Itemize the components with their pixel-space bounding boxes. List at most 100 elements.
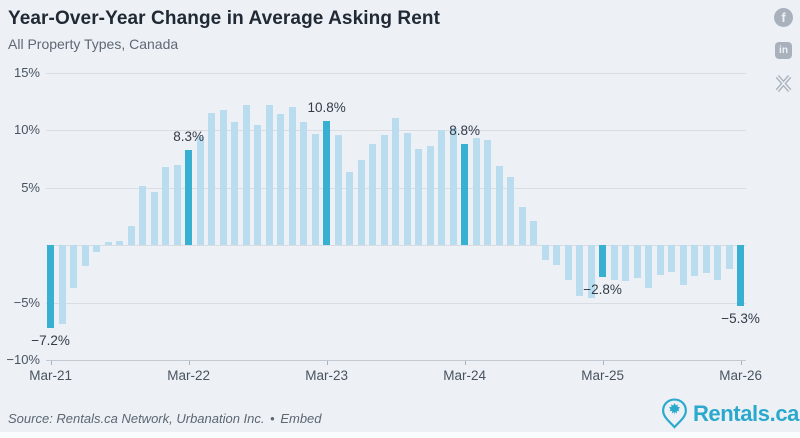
bar-Mar-22[interactable] [185,149,193,246]
bar-Dec-22[interactable] [288,107,296,246]
facebook-glyph: f [781,10,786,25]
bar-Feb-24[interactable] [449,128,457,246]
bar-May-24[interactable] [484,139,492,246]
gridline--10 [46,360,746,361]
bar-Dec-21[interactable] [150,192,158,246]
bar-May-22[interactable] [208,113,216,246]
embed-link[interactable]: Embed [280,411,322,426]
bar-Jun-25[interactable] [633,245,641,279]
bar-Oct-21[interactable] [127,225,135,246]
bar-Sep-21[interactable] [116,240,124,246]
bar-Sep-23[interactable] [392,117,400,246]
bar-Dec-25[interactable] [702,245,710,273]
bar-Nov-23[interactable] [415,148,423,246]
bar-Aug-21[interactable] [104,241,112,246]
bar-Apr-22[interactable] [196,137,204,246]
x-tick-Mar-22 [188,361,190,365]
bar-Jan-22[interactable] [162,167,170,246]
y-axis-label--10: −10% [6,352,40,367]
bar-Jan-24[interactable] [438,130,446,246]
bar-Oct-22[interactable] [265,105,273,246]
x-logo-glyph [775,74,792,93]
bar-Nov-21[interactable] [139,185,147,246]
x-axis-label-Mar-25: Mar-25 [581,368,624,383]
bar-May-23[interactable] [346,171,354,246]
annotation-Mar-24: 8.8% [449,123,480,139]
bar-Jun-23[interactable] [357,160,365,246]
page-title: Year-Over-Year Change in Average Asking … [8,8,441,29]
x-tick-Mar-26 [740,361,742,365]
annotation-Mar-23: 10.8% [307,100,346,116]
bar-Apr-24[interactable] [472,138,480,246]
y-axis-label--5: −5% [13,294,40,310]
bar-Oct-24[interactable] [541,245,549,261]
rentals-ca-logo[interactable]: Rentals.ca [661,398,799,429]
bar-Feb-22[interactable] [173,164,181,246]
annotation-Mar-26: −5.3% [721,311,760,327]
gridline--5 [46,302,746,304]
bar-Jul-24[interactable] [507,177,515,246]
source-line: Source: Rentals.ca Network, Urbanation I… [8,411,322,426]
bottom-margin [0,432,800,438]
annotation-Mar-25: −2.8% [583,282,622,298]
bar-Oct-25[interactable] [679,245,687,286]
share-bar: f in [774,8,796,108]
bar-Jul-25[interactable] [645,245,653,288]
bar-Sep-24[interactable] [530,221,538,246]
linkedin-glyph: in [779,45,788,56]
facebook-share-icon[interactable]: f [774,8,793,27]
bar-Apr-21[interactable] [58,245,66,325]
x-axis-label-Mar-21: Mar-21 [29,368,72,383]
bar-Dec-24[interactable] [564,245,572,280]
bullet-separator: • [270,411,275,426]
x-tick-Mar-21 [50,361,52,365]
map-pin-maple-leaf-icon [661,398,687,429]
bar-Feb-23[interactable] [311,133,319,246]
x-tick-Mar-24 [464,361,466,365]
bar-Mar-23[interactable] [323,121,331,246]
x-axis-label-Mar-22: Mar-22 [167,368,210,383]
bar-Nov-25[interactable] [691,245,699,277]
x-tick-Mar-23 [326,361,328,365]
bar-Aug-22[interactable] [242,105,250,246]
bar-Feb-26[interactable] [725,245,733,270]
bar-Jan-23[interactable] [300,122,308,246]
source-text: Source: Rentals.ca Network, Urbanation I… [8,411,265,426]
bar-Apr-23[interactable] [334,134,342,246]
x-axis-label-Mar-26: Mar-26 [719,368,762,383]
bar-Nov-24[interactable] [553,245,561,265]
bar-May-25[interactable] [622,245,630,281]
y-axis-label-5: 5% [21,179,40,195]
bar-Mar-24[interactable] [461,144,469,246]
bar-Jan-26[interactable] [714,245,722,280]
bar-Feb-25[interactable] [587,245,595,298]
bar-Jul-21[interactable] [93,245,101,253]
bar-Nov-22[interactable] [277,114,285,246]
bar-Mar-25[interactable] [599,245,607,278]
bar-Mar-26[interactable] [737,245,745,307]
bar-Jul-22[interactable] [231,122,239,246]
x-share-icon[interactable] [774,74,793,93]
bar-Aug-25[interactable] [656,245,664,276]
bar-May-21[interactable] [70,245,78,288]
page-subtitle: All Property Types, Canada [8,36,179,52]
bar-Aug-24[interactable] [518,207,526,246]
bar-Aug-23[interactable] [380,134,388,246]
bar-Sep-25[interactable] [668,245,676,272]
bar-Sep-22[interactable] [254,124,262,246]
annotation-Mar-21: −7.2% [31,332,70,348]
bar-Jun-24[interactable] [495,165,503,246]
bar-Dec-23[interactable] [426,146,434,246]
bar-Jun-22[interactable] [219,109,227,246]
x-axis-label-Mar-24: Mar-24 [443,368,486,383]
bar-Apr-25[interactable] [610,245,618,280]
logo-text: Rentals.ca [692,400,799,426]
bar-Jun-21[interactable] [81,245,89,266]
bar-Oct-23[interactable] [403,132,411,246]
bar-Jul-23[interactable] [369,144,377,246]
linkedin-share-icon[interactable]: in [775,42,792,59]
bar-Jan-25[interactable] [576,245,584,296]
bar-Mar-21[interactable] [47,245,55,328]
